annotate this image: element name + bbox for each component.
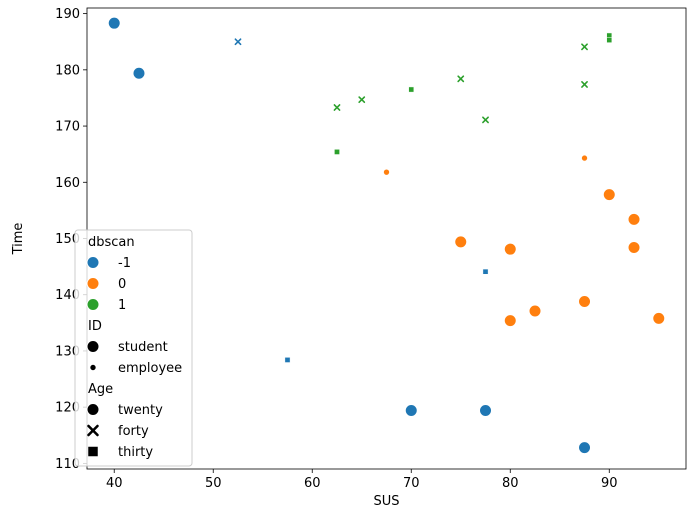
y-tick-label: 140 <box>55 288 80 303</box>
y-tick-label: 150 <box>55 232 80 247</box>
y-axis: 110 120 130 140 150 160 170 180 190 <box>55 7 87 472</box>
legend-group-title: ID <box>88 319 102 334</box>
data-point <box>404 404 418 418</box>
legend-entry-label: twenty <box>118 403 163 418</box>
data-point <box>408 86 415 93</box>
legend-box <box>74 229 193 467</box>
legend-entry-label: 0 <box>118 277 126 292</box>
y-tick-label: 130 <box>55 344 80 359</box>
legend-entry-label: thirty <box>118 445 153 460</box>
y-tick-label: 190 <box>55 7 80 22</box>
y-axis-label: Time <box>11 223 26 256</box>
x-tick-label: 40 <box>106 476 123 491</box>
data-point <box>581 43 588 51</box>
legend-marker <box>87 424 99 437</box>
legend-entry-label: forty <box>118 424 149 439</box>
data-point <box>234 38 242 46</box>
data-point <box>482 116 489 124</box>
data-point <box>503 242 517 256</box>
data-point <box>479 404 493 418</box>
data-point <box>358 96 366 104</box>
data-point <box>454 235 468 249</box>
data-point <box>457 75 465 83</box>
legend-group-title: Age <box>88 382 113 397</box>
legend: dbscan -1 0 1 ID student employee Age twenty fort… <box>74 229 193 467</box>
data-point <box>578 441 592 455</box>
y-tick-label: 180 <box>55 63 80 78</box>
y-tick-label: 170 <box>55 120 80 135</box>
data-point <box>383 168 390 176</box>
y-tick-label: 120 <box>55 401 80 416</box>
legend-marker <box>86 298 100 311</box>
x-tick-label: 60 <box>304 476 321 491</box>
data-point <box>107 16 121 30</box>
x-tick-label: 80 <box>502 476 519 491</box>
legend-marker <box>86 340 100 353</box>
legend-entry-label: -1 <box>118 256 131 271</box>
legend-entry-label: 1 <box>118 298 126 313</box>
data-point <box>627 212 641 226</box>
x-tick-label: 70 <box>403 476 420 491</box>
data-point <box>578 294 592 308</box>
legend-marker <box>87 446 99 457</box>
data-point <box>581 154 588 162</box>
data-point <box>602 188 616 202</box>
y-tick-label: 160 <box>55 176 80 191</box>
data-point <box>284 357 291 363</box>
x-axis-label: SUS <box>373 494 399 509</box>
data-point <box>627 240 641 254</box>
data-point <box>334 149 340 155</box>
y-tick-label: 110 <box>55 457 80 472</box>
data-point <box>333 104 341 111</box>
data-point <box>606 37 613 43</box>
legend-entry-label: employee <box>118 361 182 376</box>
legend-entry-label: student <box>118 340 168 355</box>
x-axis: 40 50 60 70 80 90 <box>106 469 618 491</box>
legend-marker <box>86 256 100 269</box>
legend-marker <box>89 364 97 371</box>
legend-marker <box>86 403 100 416</box>
data-point <box>581 81 588 88</box>
x-tick-label: 90 <box>601 476 618 491</box>
data-point <box>652 311 666 325</box>
data-point <box>132 66 146 80</box>
data-point <box>482 268 489 275</box>
data-point <box>503 314 517 328</box>
points-layer <box>107 16 666 455</box>
legend-marker <box>86 277 100 290</box>
legend-group-title: dbscan <box>88 235 135 250</box>
data-point <box>528 304 542 318</box>
x-tick-label: 50 <box>205 476 222 491</box>
